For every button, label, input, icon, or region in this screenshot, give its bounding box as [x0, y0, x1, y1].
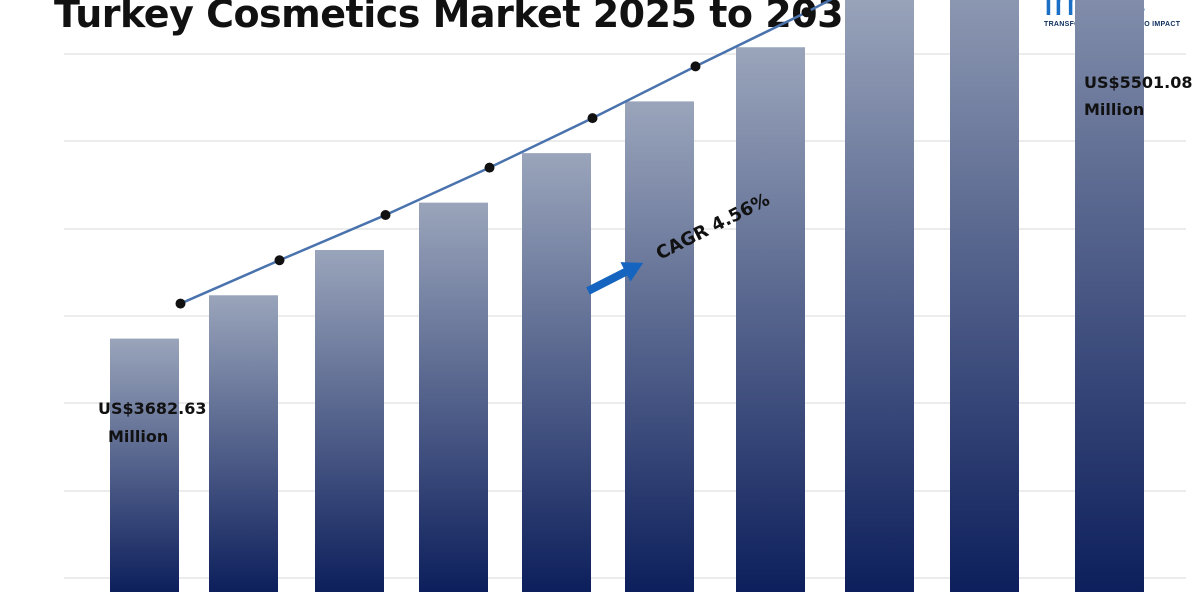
bar: [625, 101, 694, 592]
trend-marker: [274, 255, 285, 266]
bar: [419, 202, 488, 592]
bar: [522, 153, 591, 592]
bar: [845, 0, 914, 592]
bar: [950, 0, 1019, 592]
bar: [736, 47, 805, 593]
trend-marker: [380, 209, 391, 220]
bars: [110, 0, 1144, 593]
end-unit-label: Million: [1084, 100, 1144, 119]
trend-marker: [175, 298, 186, 309]
start-unit-label: Million: [108, 427, 168, 446]
trend-marker: [587, 113, 598, 124]
trend-marker: [484, 162, 495, 173]
bar: [315, 249, 384, 592]
trend-polyline: [179, 0, 833, 305]
trend-marker: [690, 61, 701, 72]
end-value-label: US$5501.08: [1084, 73, 1193, 92]
start-value-label: US$3682.63: [98, 399, 207, 418]
trend-markers: [175, 7, 812, 309]
chart-title: Turkey Cosmetics Market 2025 to 2033: [54, 0, 869, 36]
bar: [110, 338, 179, 592]
trend-marker: [801, 7, 812, 18]
bar: [1075, 0, 1144, 593]
bar: [209, 295, 278, 592]
cagr-arrow-icon: [586, 262, 644, 295]
trend-line: [179, 0, 833, 305]
